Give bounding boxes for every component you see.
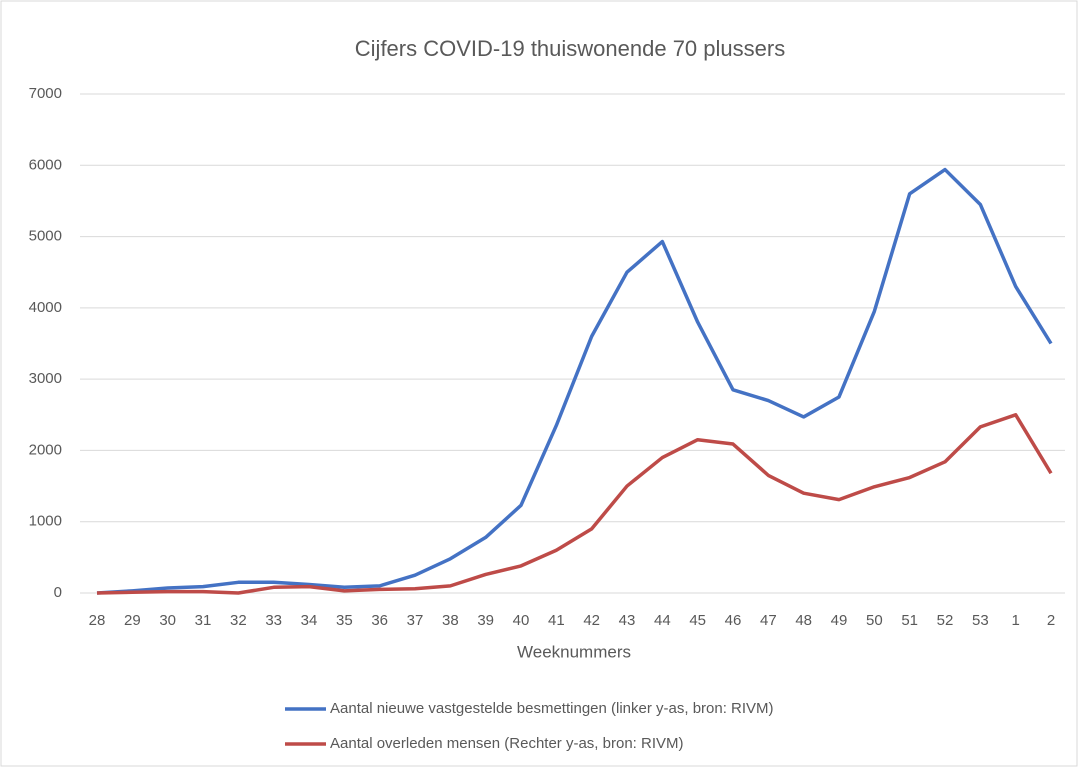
- x-tick-label: 52: [937, 612, 954, 629]
- x-tick-label: 32: [230, 612, 247, 629]
- x-tick-label: 2: [1047, 612, 1055, 629]
- y-tick-label: 6000: [29, 156, 62, 173]
- y-tick-label: 3000: [29, 370, 62, 387]
- x-tick-label: 46: [725, 612, 742, 629]
- series-line: [96, 413, 1053, 595]
- x-tick-label: 35: [336, 612, 353, 629]
- x-tick-label: 48: [795, 612, 812, 629]
- series-line: [96, 167, 1053, 595]
- y-tick-label: 4000: [29, 299, 62, 316]
- x-tick-label: 40: [513, 612, 530, 629]
- x-tick-label: 38: [442, 612, 459, 629]
- x-tick-label: 31: [195, 612, 212, 629]
- x-tick-label: 36: [371, 612, 388, 629]
- legend-label: Aantal nieuwe vastgestelde besmettingen …: [330, 700, 774, 717]
- y-tick-label: 0: [54, 584, 62, 601]
- x-tick-label: 41: [548, 612, 565, 629]
- x-tick-label: 29: [124, 612, 141, 629]
- y-tick-label: 2000: [29, 441, 62, 458]
- x-tick-label: 43: [619, 612, 636, 629]
- x-tick-label: 33: [265, 612, 282, 629]
- x-tick-label: 28: [89, 612, 106, 629]
- y-tick-label: 7000: [29, 85, 62, 102]
- x-tick-label: 1: [1011, 612, 1019, 629]
- x-tick-label: 37: [407, 612, 424, 629]
- x-tick-label: 30: [159, 612, 176, 629]
- x-tick-label: 44: [654, 612, 671, 629]
- x-tick-label: 50: [866, 612, 883, 629]
- chart-title: Cijfers COVID-19 thuiswonende 70 plusser…: [355, 36, 785, 61]
- x-tick-label: 51: [901, 612, 918, 629]
- x-tick-label: 42: [583, 612, 600, 629]
- x-tick-label: 39: [477, 612, 494, 629]
- x-axis-label: Weeknummers: [517, 642, 631, 661]
- y-tick-label: 5000: [29, 228, 62, 245]
- x-tick-label: 49: [831, 612, 848, 629]
- legend-label: Aantal overleden mensen (Rechter y-as, b…: [330, 735, 684, 752]
- x-tick-label: 53: [972, 612, 989, 629]
- x-tick-label: 34: [301, 612, 318, 629]
- x-tick-label: 45: [689, 612, 706, 629]
- y-tick-label: 1000: [29, 513, 62, 530]
- x-tick-label: 47: [760, 612, 777, 629]
